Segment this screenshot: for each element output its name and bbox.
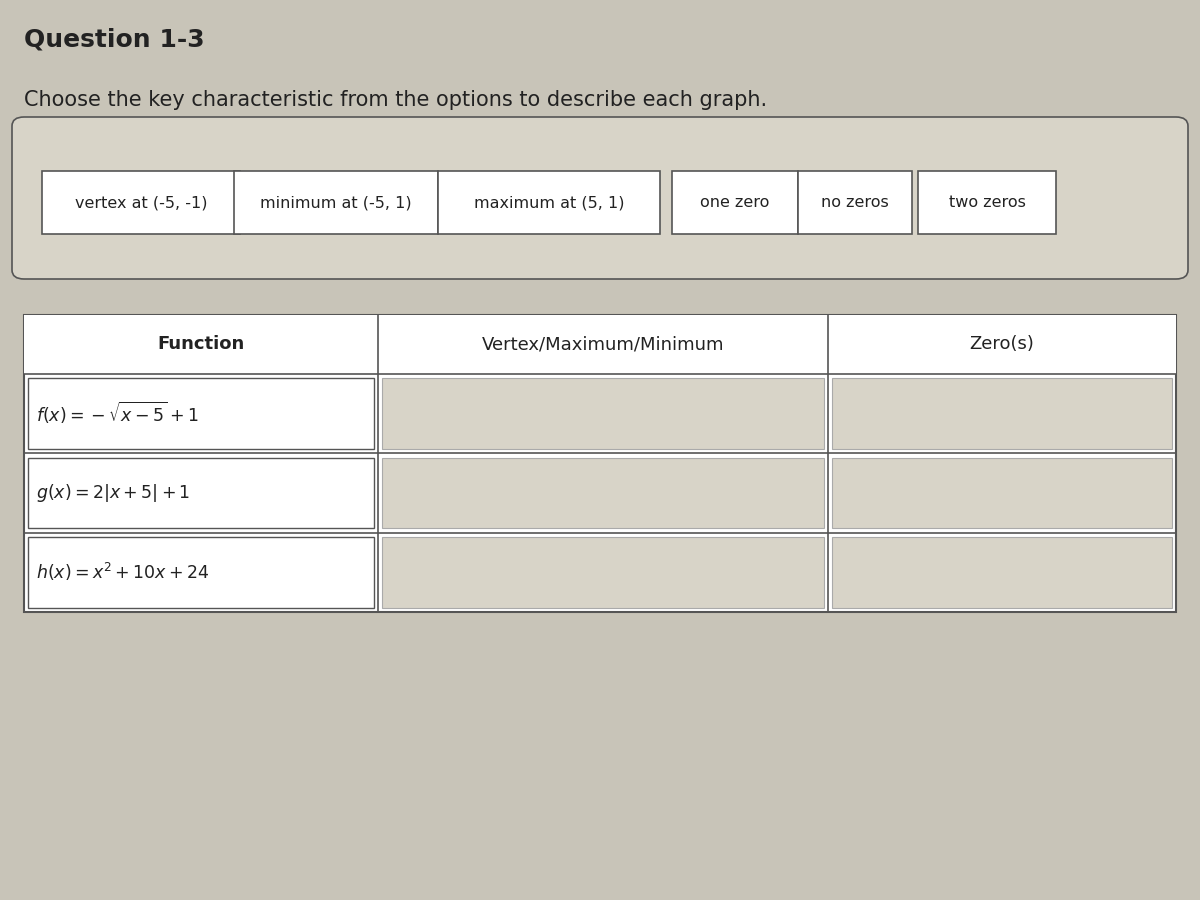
FancyBboxPatch shape xyxy=(918,171,1056,234)
Text: minimum at (-5, 1): minimum at (-5, 1) xyxy=(260,195,412,210)
Bar xyxy=(832,457,1172,528)
FancyBboxPatch shape xyxy=(438,171,660,234)
Bar xyxy=(832,378,1172,448)
Bar xyxy=(28,378,374,448)
FancyBboxPatch shape xyxy=(42,171,240,234)
Text: vertex at (-5, -1): vertex at (-5, -1) xyxy=(74,195,208,210)
Text: Zero(s): Zero(s) xyxy=(970,336,1034,353)
FancyBboxPatch shape xyxy=(12,117,1188,279)
Text: Question 1-3: Question 1-3 xyxy=(24,27,205,51)
Text: no zeros: no zeros xyxy=(821,195,889,210)
Bar xyxy=(382,457,824,528)
Text: maximum at (5, 1): maximum at (5, 1) xyxy=(474,195,624,210)
Text: Choose the key characteristic from the options to describe each graph.: Choose the key characteristic from the o… xyxy=(24,90,767,110)
Bar xyxy=(24,315,1176,374)
Bar xyxy=(382,537,824,608)
Text: one zero: one zero xyxy=(701,195,769,210)
Text: $f(x) = -\sqrt{x-5}+1$: $f(x) = -\sqrt{x-5}+1$ xyxy=(36,400,198,427)
Text: Function: Function xyxy=(157,336,245,353)
Text: $g(x) = 2|x+5|+1$: $g(x) = 2|x+5|+1$ xyxy=(36,482,191,504)
Text: Vertex/Maximum/Minimum: Vertex/Maximum/Minimum xyxy=(481,336,725,353)
FancyBboxPatch shape xyxy=(798,171,912,234)
FancyBboxPatch shape xyxy=(672,171,798,234)
Text: $h(x) = x^2+10x+24$: $h(x) = x^2+10x+24$ xyxy=(36,562,210,583)
Bar xyxy=(28,457,374,528)
Bar xyxy=(382,378,824,448)
Bar xyxy=(28,537,374,608)
FancyBboxPatch shape xyxy=(234,171,438,234)
Text: two zeros: two zeros xyxy=(948,195,1026,210)
Bar xyxy=(832,537,1172,608)
